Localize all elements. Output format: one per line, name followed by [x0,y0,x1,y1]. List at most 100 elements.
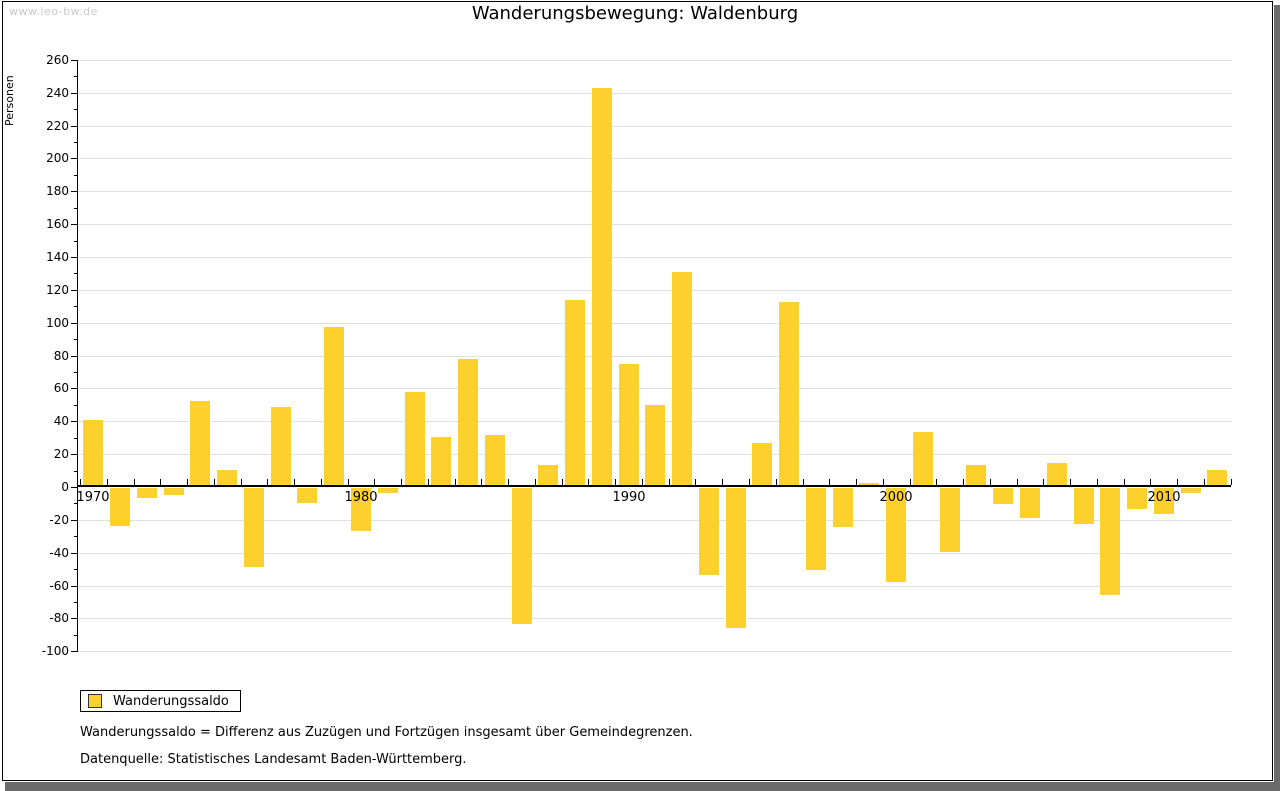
x-tick-5 [214,479,215,485]
x-tick-11 [374,479,375,485]
y-tick-label-220: 220 [46,119,69,133]
y-tick-label--60: -60 [49,579,69,593]
x-tick-label-2010: 2010 [1147,490,1181,505]
bar-2010 [1154,488,1174,514]
bar-2003 [966,465,986,486]
y-tick-label-160: 160 [46,217,69,231]
y-minor-tick--90 [74,635,78,636]
bar-2002 [940,488,960,552]
y-minor-tick-110 [74,306,78,307]
bar-1982 [405,392,425,486]
y-tick-label-180: 180 [46,184,69,198]
x-tick-23 [695,479,696,485]
bar-1976 [244,488,264,567]
y-tick-label--40: -40 [49,546,69,560]
gridline-220 [78,126,1232,127]
x-axis-line [78,485,1231,487]
y-major-tick-0 [71,487,78,488]
x-tick-28 [829,479,830,485]
gridline-240 [78,93,1232,94]
bar-1984 [458,359,478,486]
gridline--40 [78,553,1232,554]
bar-2001 [913,432,933,486]
x-tick-42 [1204,479,1205,485]
y-tick-label-120: 120 [46,283,69,297]
bar-1987 [538,465,558,486]
bar-2004 [993,488,1013,504]
y-major-tick-220 [71,126,78,127]
bar-1988 [565,300,585,486]
bar-1994 [726,488,746,628]
y-major-tick-40 [71,421,78,422]
y-tick-label-100: 100 [46,316,69,330]
bar-1973 [164,488,184,495]
bar-1991 [645,405,665,486]
bar-1997 [806,488,826,570]
y-major-tick-240 [71,93,78,94]
bar-1989 [592,88,612,486]
y-minor-tick-170 [74,208,78,209]
x-tick-label-2000: 2000 [879,490,913,505]
bar-1980 [351,488,371,531]
y-major-tick-260 [71,60,78,61]
bar-1979 [324,327,344,486]
gridline-260 [78,60,1232,61]
bar-1993 [699,488,719,575]
x-tick-label-1970: 1970 [76,490,110,505]
y-major-tick-120 [71,290,78,291]
x-tick-34 [990,479,991,485]
bar-1990 [619,364,639,486]
bar-2007 [1074,488,1094,524]
gridline-180 [78,191,1232,192]
y-tick-label-60: 60 [53,381,69,395]
y-major-tick--20 [71,520,78,521]
x-tick-35 [1017,479,1018,485]
y-tick-label-40: 40 [53,414,69,428]
y-major-tick-100 [71,323,78,324]
bar-1999 [859,483,879,486]
bar-2012 [1207,470,1227,486]
y-major-tick-160 [71,224,78,225]
bar-1978 [297,488,317,503]
x-tick-8 [294,479,295,485]
gridline-80 [78,356,1232,357]
y-major-tick--80 [71,618,78,619]
y-tick-label-200: 200 [46,151,69,165]
bar-1995 [752,443,772,486]
y-minor-tick-30 [74,438,78,439]
x-tick-25 [749,479,750,485]
y-major-tick-180 [71,191,78,192]
bar-1977 [271,407,291,486]
y-minor-tick-50 [74,405,78,406]
x-tick-18 [562,479,563,485]
drop-shadow-right [1274,5,1280,791]
x-tick-19 [588,479,589,485]
x-tick-26 [776,479,777,485]
bar-1972 [137,488,157,498]
y-minor-tick--30 [74,536,78,537]
x-tick-24 [722,479,723,485]
x-tick-39 [1124,479,1125,485]
x-tick-38 [1097,479,1098,485]
x-tick-30 [883,479,884,485]
gridline-160 [78,224,1232,225]
bar-1975 [217,470,237,486]
bar-2005 [1020,488,1040,518]
x-tick-17 [535,479,536,485]
gridline--80 [78,618,1232,619]
bar-2000 [886,488,906,582]
x-tick-7 [267,479,268,485]
x-tick-29 [856,479,857,485]
x-tick-label-1980: 1980 [344,490,378,505]
x-tick-21 [642,479,643,485]
y-major-tick-200 [71,158,78,159]
x-tick-14 [455,479,456,485]
y-minor-tick--50 [74,569,78,570]
x-tick-27 [803,479,804,485]
bar-1970 [83,420,103,486]
x-tick-40 [1150,479,1151,485]
x-tick-43 [1231,479,1232,485]
x-tick-20 [615,479,616,485]
